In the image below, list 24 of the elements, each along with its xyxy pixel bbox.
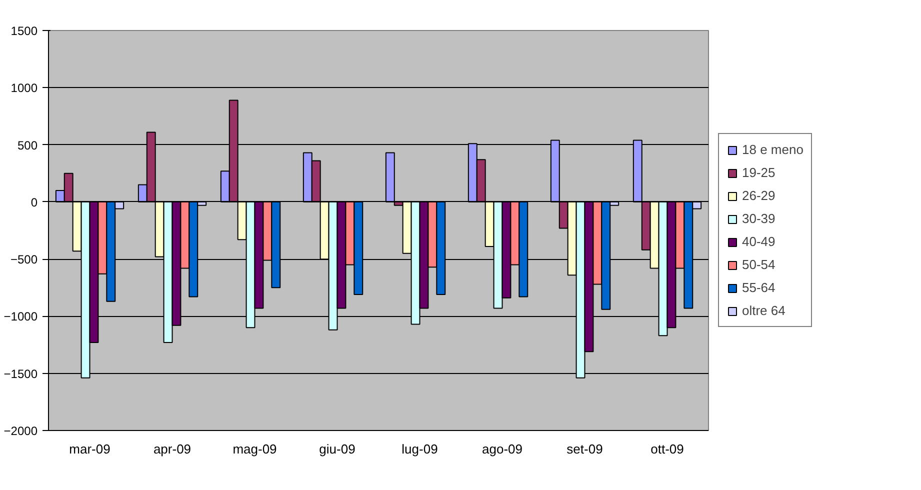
x-tick-label: ago-09 — [482, 442, 522, 456]
legend-label: 40-49 — [742, 234, 776, 249]
y-tick-label: −1500 — [4, 366, 38, 381]
y-tick-label: 1000 — [10, 81, 38, 96]
y-tick-label: 1500 — [10, 24, 38, 38]
x-tick-label: mag-09 — [232, 442, 277, 456]
legend-label: 18 e meno — [742, 142, 804, 157]
y-tick-label: 0 — [30, 195, 38, 210]
y-tick-label: −1000 — [4, 310, 38, 324]
x-tick-label: lug-09 — [402, 442, 438, 456]
x-tick-label: ott-09 — [650, 442, 684, 456]
legend-label: 30-39 — [742, 211, 776, 226]
x-tick-label: giu-09 — [319, 442, 356, 456]
legend-label: 26-29 — [742, 188, 776, 203]
x-tick-label: mar-09 — [69, 442, 110, 456]
legend-label: oltre 64 — [742, 303, 786, 318]
x-tick-label: apr-09 — [153, 442, 192, 456]
legend-label: 55-64 — [742, 280, 776, 295]
x-tick-label: set-09 — [566, 442, 603, 456]
legend-label: 19-25 — [742, 165, 776, 180]
y-tick-label: 500 — [17, 138, 38, 152]
legend-label: 50-54 — [742, 257, 776, 272]
y-tick-label: −500 — [10, 252, 38, 267]
y-tick-label: −2000 — [4, 424, 38, 438]
